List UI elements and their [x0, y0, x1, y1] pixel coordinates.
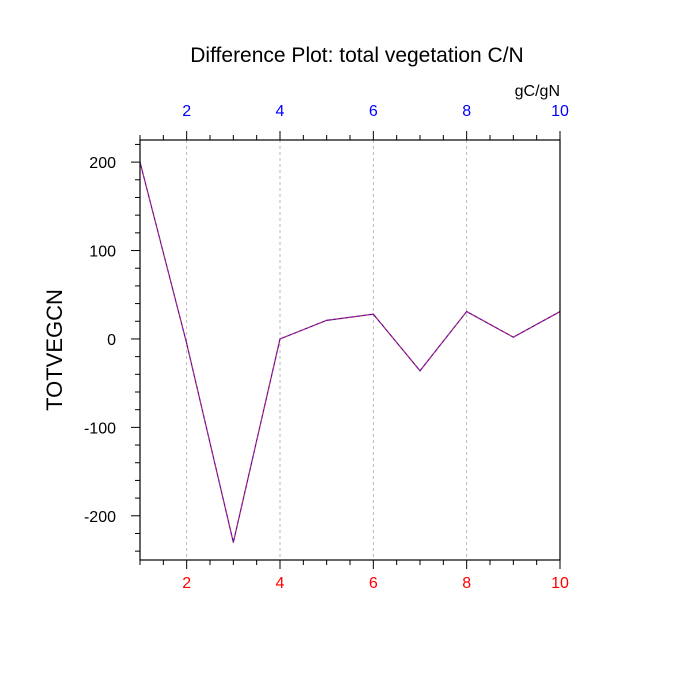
- x-tick-label-bottom: 4: [276, 575, 285, 592]
- x-tick-label-bottom: 6: [369, 575, 378, 592]
- x-tick-label-top: 6: [369, 103, 378, 120]
- x-tick-label-bottom: 2: [182, 575, 191, 592]
- data-point: [466, 310, 468, 313]
- grid-layer: [186, 140, 468, 560]
- x-tick-label-bottom: 8: [462, 575, 471, 592]
- x-tick-label-top: 10: [551, 103, 569, 120]
- y-tick-label: 0: [107, 332, 116, 349]
- data-point: [512, 336, 514, 338]
- x-tick-label-top: 8: [462, 103, 471, 120]
- chart-title: Difference Plot: total vegetation C/N: [190, 44, 523, 67]
- x-tick-label-top: 4: [276, 103, 285, 120]
- data-point: [186, 342, 188, 344]
- data-point: [372, 313, 374, 315]
- data-point: [279, 338, 281, 340]
- y-tick-label: -100: [84, 420, 116, 437]
- plot-frame: [139, 139, 561, 561]
- data-point: [326, 319, 328, 321]
- units-label: gC/gN: [515, 83, 560, 100]
- series-layer: [139, 161, 561, 543]
- x-tick-label-top: 2: [182, 103, 191, 120]
- y-tick-label: 200: [89, 155, 116, 172]
- x-tick-label-bottom: 10: [551, 575, 569, 592]
- series-line-dash: [139, 162, 561, 543]
- data-point: [232, 541, 234, 543]
- y-tick-label: 100: [89, 244, 116, 261]
- y-axis-title: TOTVEGCN: [42, 289, 67, 411]
- y-tick-label: -200: [84, 509, 116, 526]
- ticks-layer: [131, 131, 561, 569]
- tick-labels: 2 2 4 4 6 6 8 8 10 10 200 100 0 -100 -200: [84, 103, 569, 592]
- series-line: [139, 161, 561, 543]
- data-point: [419, 370, 421, 372]
